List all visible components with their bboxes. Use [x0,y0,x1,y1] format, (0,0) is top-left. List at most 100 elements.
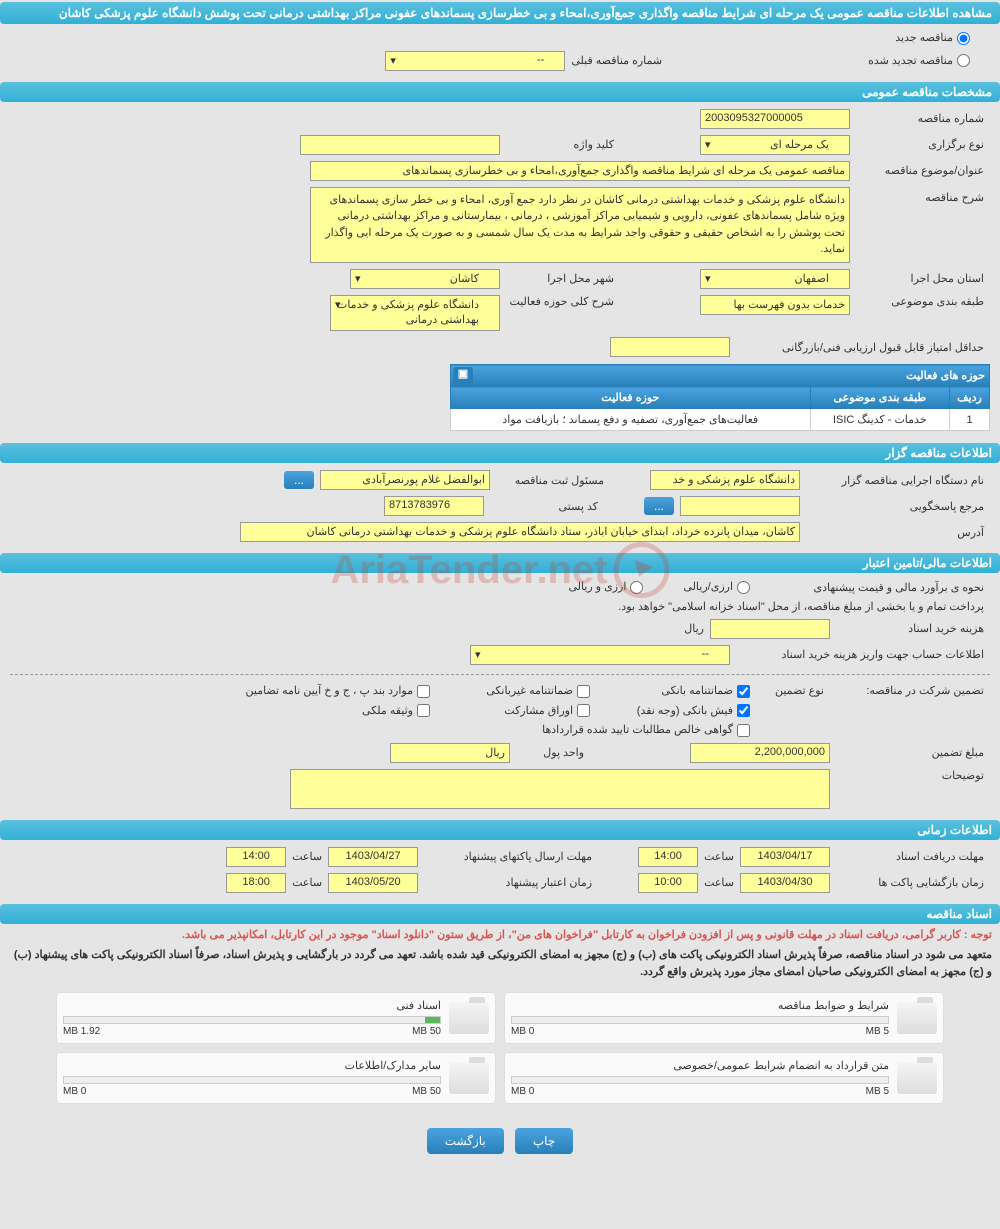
receive-label: مهلت دریافت اسناد [830,850,990,863]
doc-max: 5 MB [866,1086,889,1097]
doc-title: سایر مدارک/اطلاعات [63,1059,441,1072]
back-button[interactable]: بازگشت [427,1128,504,1154]
print-button[interactable]: چاپ [515,1128,573,1154]
province-select[interactable]: اصفهان [700,269,850,289]
folder-icon [897,1002,937,1034]
desc-label: شرح مناقصه [850,187,990,204]
prev-tender-select[interactable]: -- [385,51,565,71]
tender-no-label: شماره مناقصه [850,112,990,125]
time-label-4: ساعت [286,876,328,889]
scope-label: شرح کلی حوزه فعالیت [500,295,620,308]
doc-card[interactable]: اسناد فنی50 MB1.92 MB [56,992,496,1044]
section-organizer: اطلاعات مناقصه گزار [0,443,1000,463]
receive-date: 1403/04/17 [740,847,830,867]
city-select[interactable]: کاشان [350,269,500,289]
doc-title: متن قرارداد به انضمام شرایط عمومی/خصوصی [511,1059,889,1072]
postal-field: 8713783976 [384,496,484,516]
open-time: 10:00 [638,873,698,893]
doc-progress [511,1016,889,1024]
doc-fee-unit: ریال [678,622,710,635]
cell-cat: خدمات - کدینگ ISIC [810,409,949,431]
subject-label: عنوان/موضوع مناقصه [850,164,990,177]
table-row: 1 خدمات - کدینگ ISIC فعالیت‌های جمع‌آوری… [451,409,990,431]
valid-time: 18:00 [226,873,286,893]
radio-fxr[interactable]: ارزی و ریالی [568,580,643,594]
radio-new-label: مناقصه جدید [895,32,953,44]
address-field: کاشان، میدان پانزده خرداد، ابتدای خیابان… [240,522,800,542]
doc-title: اسناد فنی [63,999,441,1012]
doc-fee-label: هزینه خرید اسناد [830,622,990,635]
acct-select[interactable]: -- [470,645,730,665]
folder-icon [449,1002,489,1034]
doc-title: شرایط و ضوابط مناقصه [511,999,889,1012]
postal-label: کد پستی [484,500,604,513]
keyword-label: کلید واژه [500,138,620,151]
doc-card[interactable]: شرایط و ضوابط مناقصه5 MB0 MB [504,992,944,1044]
notes-field[interactable] [290,769,830,809]
folder-icon [897,1062,937,1094]
prev-tender-label: شماره مناقصه قبلی [565,54,668,67]
send-date: 1403/04/27 [328,847,418,867]
chk-stocks[interactable]: اوراق مشارکت [430,704,590,718]
chk-cert[interactable]: گواهی خالص مطالبات تایید شده قراردادها [542,723,750,737]
doc-card[interactable]: متن قرارداد به انضمام شرایط عمومی/خصوصی 5… [504,1052,944,1104]
folder-icon [449,1062,489,1094]
section-financial: اطلاعات مالی/تامین اعتبار [0,553,1000,573]
open-date: 1403/04/30 [740,873,830,893]
col-row: ردیف [950,387,990,409]
chk-bank[interactable]: ضمانتنامه بانکی [590,684,750,698]
desc-field: دانشگاه علوم پزشکی و خدمات بهداشتی درمان… [310,187,850,263]
radio-renewed-tender[interactable]: مناقصه تجدید شده [868,54,970,68]
g-amount-field: 2,200,000,000 [690,743,830,763]
category-field: خدمات بدون فهرست بها [700,295,850,315]
col-scope: حوزه فعالیت [451,387,811,409]
radio-new-tender[interactable]: مناقصه جدید [895,31,970,45]
address-label: آدرس [800,526,990,539]
docs-notice: توجه : کاربر گرامی، دریافت اسناد در مهلت… [0,924,1000,945]
chk-bylaw[interactable]: موارد بند پ ، ج و خ آیین نامه تضامین [210,684,430,698]
collapse-icon[interactable]: ▣ [453,367,473,387]
dots-button-2[interactable]: ... [644,497,674,515]
responder-field[interactable] [680,496,800,516]
time-label-2: ساعت [286,850,328,863]
doc-progress [511,1076,889,1084]
chk-cash-label: فیش بانکی (وجه نقد) [637,705,733,717]
type-label: نوع برگزاری [850,138,990,151]
doc-progress [63,1016,441,1024]
doc-fee-field[interactable] [710,619,830,639]
keyword-field[interactable] [300,135,500,155]
treasury-note: پرداخت تمام و یا بخشی از مبلغ مناقصه، از… [612,600,990,613]
page-title: مشاهده اطلاعات مناقصه عمومی یک مرحله ای … [0,2,1000,24]
notes-label: توضیحات [830,769,990,782]
doc-card[interactable]: سایر مدارک/اطلاعات50 MB0 MB [56,1052,496,1104]
doc-max: 50 MB [412,1026,441,1037]
responder-label: مرجع پاسخگویی [800,500,990,513]
section-general: مشخصات مناقصه عمومی [0,82,1000,102]
chk-stocks-label: اوراق مشارکت [504,705,573,717]
chk-bylaw-label: موارد بند پ ، ج و خ آیین نامه تضامین [246,685,413,697]
chk-cash[interactable]: فیش بانکی (وجه نقد) [590,704,750,718]
min-score-field[interactable] [610,337,730,357]
chk-nonbank-label: ضمانتنامه غیربانکی [486,685,573,697]
registrar-field: ابوالفضل غلام پورنصرآبادی [320,470,490,490]
time-label-3: ساعت [698,876,740,889]
tender-no-field: 2003095327000005 [700,109,850,129]
doc-max: 50 MB [412,1086,441,1097]
chk-nonbank[interactable]: ضمانتنامه غیربانکی [430,684,590,698]
col-cat: طبقه بندی موضوعی [810,387,949,409]
radio-fx[interactable]: ارزی/ریالی [683,580,750,594]
dots-button[interactable]: ... [284,471,314,489]
type-select[interactable]: یک مرحله ای [700,135,850,155]
doc-used: 0 MB [511,1086,534,1097]
doc-used: 0 MB [511,1026,534,1037]
min-score-label: حداقل امتیاز قابل قبول ارزیابی فنی/بازرگ… [730,341,990,354]
radio-fxr-label: ارزی و ریالی [568,581,626,593]
radio-renew-label: مناقصه تجدید شده [868,55,953,67]
scope-select[interactable]: دانشگاه علوم پزشکی و خدمات بهداشتی درمان… [330,295,500,332]
time-label-1: ساعت [698,850,740,863]
g-type-label: نوع تضمین [750,684,830,697]
g-unit-field: ریال [390,743,510,763]
chk-prop[interactable]: وثیقه ملکی [270,704,430,718]
chk-prop-label: وثیقه ملکی [362,705,413,717]
activity-table: حوزه های فعالیت ▣ ردیف طبقه بندی موضوعی … [450,364,990,431]
